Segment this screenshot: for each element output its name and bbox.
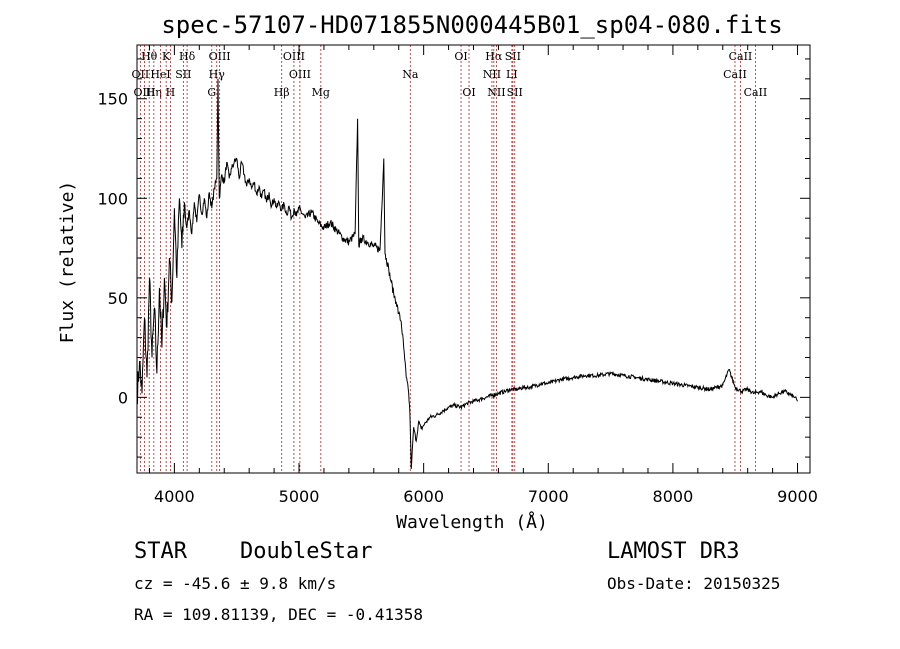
line-marker-label: HeI bbox=[150, 68, 170, 81]
line-marker-label: K bbox=[162, 50, 171, 63]
line-marker-label: SII bbox=[505, 50, 521, 63]
chart-title: spec-57107-HD071855N000445B01_sp04-080.f… bbox=[161, 11, 782, 39]
observation-date: Obs-Date: 20150325 bbox=[607, 574, 780, 593]
y-tick-label: 100 bbox=[97, 189, 128, 208]
line-marker-label: OIII bbox=[209, 50, 231, 63]
line-marker-label: OI bbox=[462, 86, 475, 99]
coordinates: RA = 109.81139, DEC = -0.41358 bbox=[134, 605, 423, 624]
line-marker-label: NII bbox=[483, 68, 501, 81]
line-marker-label: SII bbox=[175, 68, 191, 81]
line-marker-label: Hα bbox=[485, 50, 503, 63]
x-tick-label: 7000 bbox=[528, 487, 569, 506]
line-marker-label: Hδ bbox=[179, 50, 196, 63]
x-tick-label: 8000 bbox=[653, 487, 694, 506]
x-tick-label: 6000 bbox=[403, 487, 444, 506]
y-tick-label: 150 bbox=[97, 90, 128, 109]
x-tick-label: 5000 bbox=[279, 487, 320, 506]
line-marker-label: OIII bbox=[133, 86, 155, 99]
line-marker-label: Na bbox=[402, 68, 419, 81]
line-marker-label: H bbox=[166, 86, 176, 99]
line-marker-label: Hθ bbox=[141, 50, 158, 63]
line-marker-label: CaII bbox=[729, 50, 753, 63]
line-marker-label: G bbox=[207, 86, 216, 99]
line-marker-label: Mg bbox=[312, 86, 330, 99]
y-axis-ticks: 0 50 100 150 bbox=[97, 58, 810, 458]
line-marker-label: NII bbox=[487, 86, 505, 99]
line-marker-label: Hη bbox=[146, 86, 162, 99]
line-marker-label: OIII bbox=[283, 50, 305, 63]
line-marker-label: Hβ bbox=[274, 86, 290, 99]
survey-name: LAMOST DR3 bbox=[607, 539, 739, 564]
x-tick-label: 4000 bbox=[154, 487, 195, 506]
x-axis-ticks: 4000 5000 6000 7000 8000 9000 bbox=[148, 45, 818, 506]
line-marker-label: Hγ bbox=[209, 68, 226, 81]
object-subclass: DoubleStar bbox=[240, 539, 372, 564]
line-marker-label: LI bbox=[506, 68, 518, 81]
y-tick-label: 0 bbox=[118, 388, 128, 407]
line-marker-label: CaII bbox=[744, 86, 768, 99]
line-marker-label: SII bbox=[507, 86, 523, 99]
line-marker-label: OIII bbox=[289, 68, 311, 81]
redshift-value: cz = -45.6 ± 9.8 km/s bbox=[134, 574, 336, 593]
line-marker-label: OI bbox=[454, 50, 467, 63]
object-class: STAR bbox=[134, 539, 188, 564]
spectrum-series-line bbox=[136, 78, 798, 470]
x-tick-label: 9000 bbox=[777, 487, 818, 506]
y-axis-label: Flux (relative) bbox=[57, 181, 78, 344]
plot-frame bbox=[136, 44, 811, 474]
y-tick-label: 50 bbox=[108, 289, 128, 308]
x-axis-label: Wavelength (Å) bbox=[396, 511, 548, 533]
line-marker-label: CaII bbox=[723, 68, 747, 81]
